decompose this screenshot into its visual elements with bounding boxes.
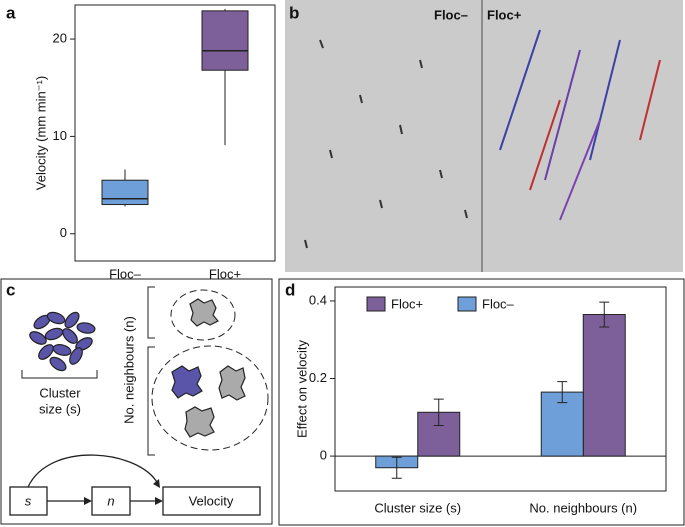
image-left [285, 0, 482, 272]
x-tick-label: Floc+ [209, 266, 241, 281]
tracks [499, 29, 661, 221]
y-axis-label: Effect on velocity [294, 339, 309, 438]
error-bar [557, 381, 568, 404]
neighbourhood [170, 289, 236, 341]
image-label: Floc– [434, 7, 468, 22]
x-tick-label: No. neighbours (n) [529, 500, 637, 515]
particles [304, 39, 468, 249]
image-right [482, 0, 683, 272]
image-label: Floc+ [487, 7, 522, 22]
box [101, 179, 149, 206]
error-bar [391, 456, 402, 479]
flow-node: n [107, 493, 114, 508]
bracket [147, 286, 155, 456]
flow-node: s [25, 493, 32, 508]
y-tick-label: 10 [53, 128, 67, 143]
cluster-label: Cluster [39, 385, 81, 400]
panel-label: b [289, 3, 299, 22]
arrowheads [84, 479, 163, 505]
box [201, 10, 249, 71]
panel-label: d [285, 280, 295, 299]
panel-label: c [6, 280, 15, 299]
legend-label: Floc– [482, 296, 515, 311]
cells [171, 298, 246, 438]
flow-node: Velocity [189, 493, 234, 508]
y-tick-label: 0 [320, 448, 327, 463]
bar [540, 391, 584, 457]
panel-frame [0, 278, 273, 525]
panel-label: a [6, 3, 16, 22]
legend-swatch [457, 296, 477, 312]
legend-label: Floc+ [391, 296, 423, 311]
microscopy-image: b Floc– Floc+ [285, 0, 683, 272]
bar [582, 314, 626, 457]
bracket [21, 370, 98, 379]
y-tick-label: 0.2 [309, 370, 327, 385]
diagram: c Cluster size (s) No. neighbours (n) [0, 278, 273, 525]
cluster-label: size (s) [39, 401, 81, 416]
bar [417, 411, 461, 457]
error-bar [599, 301, 610, 328]
plot-frame [334, 286, 667, 492]
x-tick-label: Floc– [109, 266, 142, 281]
y-axis-label: Velocity (mm min⁻¹) [33, 76, 48, 190]
y-tick-label: 0 [60, 225, 67, 240]
x-tick-label: Cluster size (s) [374, 500, 461, 515]
neighbours-label: No. neighbours (n) [121, 316, 136, 424]
y-tick-label: 20 [53, 31, 67, 46]
neighbourhood [151, 345, 269, 451]
y-tick-label: 0.4 [309, 292, 327, 307]
cluster-icon [29, 311, 96, 372]
error-bar [433, 398, 444, 426]
legend-swatch [366, 296, 386, 312]
panel-frame [278, 278, 685, 526]
plot-frame [74, 4, 276, 262]
